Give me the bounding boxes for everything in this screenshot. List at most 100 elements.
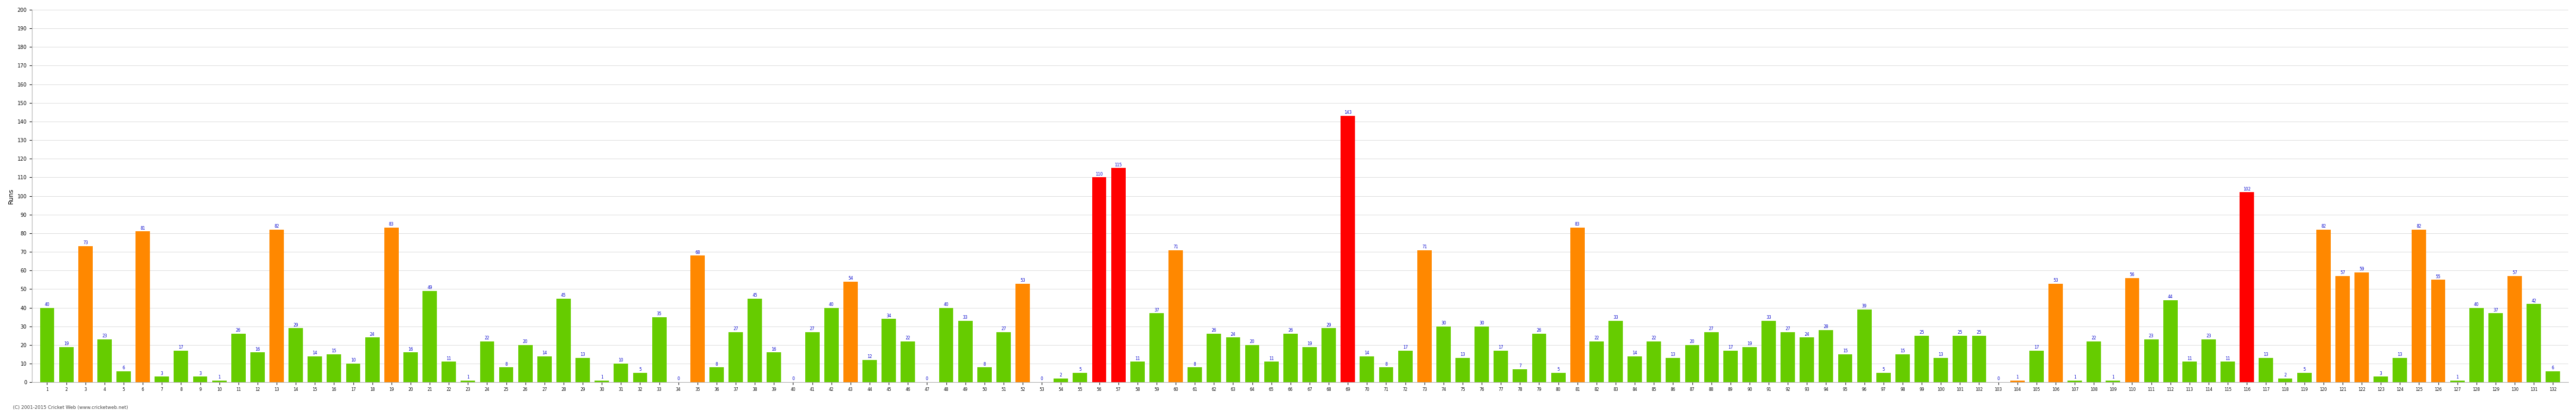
Bar [2143,339,2159,382]
Bar [574,358,590,382]
Text: 14: 14 [312,351,317,355]
Bar [289,328,304,382]
Text: 17: 17 [1404,345,1406,350]
Text: 23: 23 [2205,334,2210,339]
Bar [708,368,724,382]
Bar [173,351,188,382]
Text: 33: 33 [1767,315,1772,320]
Text: 82: 82 [2321,224,2326,229]
Bar [2069,380,2081,382]
Text: 71: 71 [1172,244,1177,249]
Text: 82: 82 [273,224,278,229]
Text: 27: 27 [1002,326,1007,331]
Bar [1188,368,1203,382]
Bar [250,353,265,382]
Text: 14: 14 [1633,351,1638,355]
Text: 20: 20 [523,339,528,344]
Bar [2336,276,2349,382]
Text: 23: 23 [2148,334,2154,339]
Text: 57: 57 [2512,271,2517,275]
Text: 26: 26 [1211,328,1216,333]
Bar [1646,341,1662,382]
Text: 40: 40 [829,302,835,307]
Bar [1054,379,1069,382]
Text: 10: 10 [618,358,623,363]
Text: 44: 44 [2169,295,2174,300]
Bar [1170,250,1182,382]
Bar [422,291,438,382]
Text: 53: 53 [1020,278,1025,283]
Text: 54: 54 [848,276,853,281]
Text: 16: 16 [255,347,260,351]
Text: 45: 45 [752,293,757,297]
Text: 17: 17 [1499,345,1504,350]
Bar [2259,358,2272,382]
Text: 71: 71 [1422,244,1427,249]
Bar [116,371,131,382]
Text: 24: 24 [1231,332,1236,337]
Bar [1667,358,1680,382]
Text: 19: 19 [1747,341,1752,346]
Text: 81: 81 [139,226,144,230]
Text: 30: 30 [1479,321,1484,325]
Text: 30: 30 [1440,321,1445,325]
Bar [881,319,896,382]
Text: 24: 24 [1803,332,1808,337]
Bar [1437,326,1450,382]
Text: 15: 15 [1842,349,1847,353]
Text: 15: 15 [1901,349,1906,353]
Text: 55: 55 [2437,274,2439,279]
Bar [500,368,513,382]
Text: 26: 26 [1288,328,1293,333]
Text: 11: 11 [2187,356,2192,361]
Text: 11: 11 [446,356,451,361]
Text: (C) 2001-2015 Cricket Web (www.cricketweb.net): (C) 2001-2015 Cricket Web (www.cricketwe… [13,405,129,410]
Bar [2239,192,2254,382]
Bar [232,334,245,382]
Text: 34: 34 [886,314,891,318]
Text: 11: 11 [2226,356,2231,361]
Bar [1494,351,1507,382]
Bar [806,332,819,382]
Bar [479,341,495,382]
Bar [2506,276,2522,382]
Text: 14: 14 [1365,351,1370,355]
Text: 27: 27 [809,326,814,331]
Bar [2221,362,2236,382]
Bar [155,377,170,382]
Bar [1226,337,1239,382]
Bar [1953,336,1968,382]
Bar [1551,373,1566,382]
Bar [137,232,149,382]
Bar [345,364,361,382]
Bar [1206,334,1221,382]
Bar [327,354,340,382]
Bar [1571,228,1584,382]
Bar [1935,358,1947,382]
Bar [1283,334,1298,382]
Bar [1321,328,1337,382]
Bar [1455,358,1471,382]
Text: 102: 102 [2244,187,2251,191]
Text: 11: 11 [1136,356,1141,361]
Bar [2316,229,2331,382]
Text: 19: 19 [1306,341,1311,346]
Bar [440,362,456,382]
Text: 40: 40 [44,302,49,307]
Bar [2105,380,2120,382]
Bar [461,380,474,382]
Text: 33: 33 [1613,315,1618,320]
Text: 19: 19 [64,341,70,346]
Text: 27: 27 [734,326,739,331]
Bar [518,345,533,382]
Bar [2545,371,2561,382]
Bar [1473,326,1489,382]
Text: 29: 29 [294,323,299,327]
Bar [997,332,1010,382]
Bar [613,364,629,382]
Bar [652,317,667,382]
Text: 45: 45 [562,293,567,297]
Text: 22: 22 [1595,336,1600,340]
Text: 143: 143 [1345,110,1352,115]
Text: 26: 26 [1538,328,1540,333]
